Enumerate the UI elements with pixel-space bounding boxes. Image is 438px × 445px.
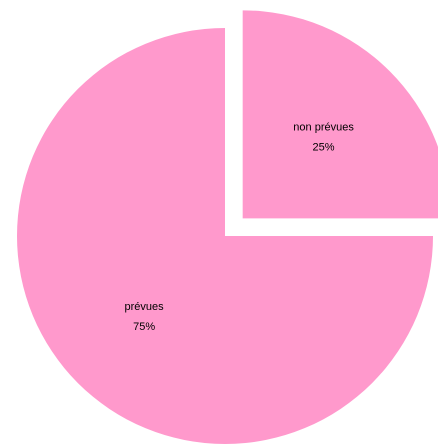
pie-slice <box>242 10 438 219</box>
slice-label: non prévues <box>293 121 354 133</box>
value-label: 75% <box>133 321 155 333</box>
pie-slice <box>17 28 433 444</box>
slice-label: prévues <box>125 301 165 313</box>
value-label: 25% <box>313 141 335 153</box>
